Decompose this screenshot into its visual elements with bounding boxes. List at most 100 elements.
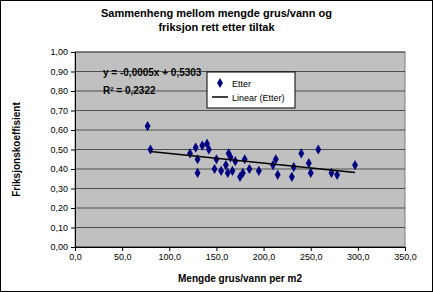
tick-mark: [71, 208, 75, 209]
grid-line: [75, 130, 405, 131]
tick: 100,0: [159, 247, 182, 262]
tick-label: 0,50: [50, 145, 68, 155]
tick-mark: [71, 228, 75, 229]
legend: Etter Linear (Etter): [207, 72, 295, 108]
tick-label: 0,90: [50, 67, 68, 77]
tick-mark: [264, 247, 265, 251]
tick-label: 1,00: [50, 47, 68, 57]
tick-mark: [216, 247, 217, 251]
point: [218, 166, 224, 176]
legend-label: Linear (Etter): [232, 93, 285, 103]
tick-mark: [358, 247, 359, 251]
tick: 200,0: [253, 247, 276, 262]
point: [273, 154, 279, 164]
tick: 0,10: [50, 223, 75, 233]
tick: 0,30: [50, 184, 75, 194]
tick-mark: [71, 91, 75, 92]
tick-mark: [71, 169, 75, 170]
point: [147, 144, 153, 154]
tick-label: 0,10: [50, 223, 68, 233]
point: [232, 156, 238, 166]
axis-line: [76, 248, 406, 252]
point: [289, 172, 295, 182]
tick-label: 100,0: [159, 252, 182, 262]
tick-label: 0,00: [50, 242, 68, 252]
chart-frame: [1, 1, 433, 292]
tick-mark: [71, 130, 75, 131]
tick: 0,20: [50, 203, 75, 213]
point: [213, 154, 219, 164]
tick-mark: [71, 189, 75, 190]
tick-mark: [122, 247, 123, 251]
x-axis: 0,0 50,0 100,0 150,0 200,0 250,0 300,0 350,0: [69, 247, 417, 262]
point: [193, 142, 199, 152]
tick-label: 200,0: [253, 252, 276, 262]
legend-marker: [217, 78, 223, 88]
y-axis-title: Friksjonskoeffisient: [11, 102, 22, 197]
point: [206, 144, 212, 154]
chart: 0,050,0100,0150,0200,0250,0300,0350,00,0…: [0, 0, 433, 292]
tick-label: 0,60: [50, 125, 68, 135]
point: [315, 144, 321, 154]
tick-label: 250,0: [300, 252, 323, 262]
tick-mark: [71, 247, 75, 248]
tick: 0,00: [50, 242, 75, 252]
tick-mark: [71, 72, 75, 73]
grid-line: [75, 52, 405, 53]
annotation: R² = 0,2322: [103, 85, 156, 96]
tick: 0,50: [50, 145, 75, 155]
title: Sammenheng mellom mengde grus/vann ogfri…: [101, 7, 332, 33]
tick-label: 350,0: [394, 252, 417, 262]
legend-box: [207, 72, 295, 108]
trend-line: [150, 151, 355, 172]
tick-mark: [71, 150, 75, 151]
tick-mark: [405, 247, 406, 251]
tick: 0,60: [50, 125, 75, 135]
tick-label: 0,30: [50, 184, 68, 194]
tick: 1,00: [50, 47, 75, 57]
legend-line: [212, 96, 228, 98]
tick: 50,0: [114, 247, 132, 262]
tick-label: 0,40: [50, 164, 68, 174]
point: [212, 164, 218, 174]
tick-mark: [169, 247, 170, 251]
grid-line: [75, 110, 405, 111]
tick-label: 300,0: [347, 252, 370, 262]
point: [230, 166, 236, 176]
tick: 300,0: [347, 247, 370, 262]
tick: 350,0: [394, 247, 417, 262]
point: [298, 148, 304, 158]
tick-label: 150,0: [206, 252, 229, 262]
point: [240, 168, 246, 178]
point: [242, 154, 248, 164]
point: [308, 168, 314, 178]
marks: [145, 121, 358, 182]
point: [187, 148, 193, 158]
tick-label: 0,80: [50, 86, 68, 96]
point: [145, 121, 151, 131]
tick-mark: [71, 52, 75, 53]
axis-line: [71, 53, 76, 248]
tick: 0,70: [50, 106, 75, 116]
y-axis: 0,00 0,10 0,20 0,30 0,40 0,50 0,60 0,70 0,80 0,90…: [50, 47, 75, 252]
point: [256, 166, 262, 176]
tick-label: 50,0: [114, 252, 132, 262]
grid-line: [75, 227, 405, 228]
point: [225, 168, 231, 178]
plot-area: [75, 52, 405, 247]
grid-line: [75, 149, 405, 150]
tick: 0,40: [50, 164, 75, 174]
tick: 0,0: [69, 247, 82, 262]
point: [199, 141, 205, 151]
tick: 150,0: [206, 247, 229, 262]
tick-label: 0,20: [50, 203, 68, 213]
grid-line: [75, 188, 405, 189]
annotation: y = -0,0005x + 0,5303: [103, 67, 202, 78]
point: [246, 164, 252, 174]
point: [352, 160, 358, 170]
point: [306, 158, 312, 168]
point: [195, 168, 201, 178]
tick: 0,80: [50, 86, 75, 96]
tick-label: 0,70: [50, 106, 68, 116]
legend-label: Etter: [232, 79, 251, 89]
